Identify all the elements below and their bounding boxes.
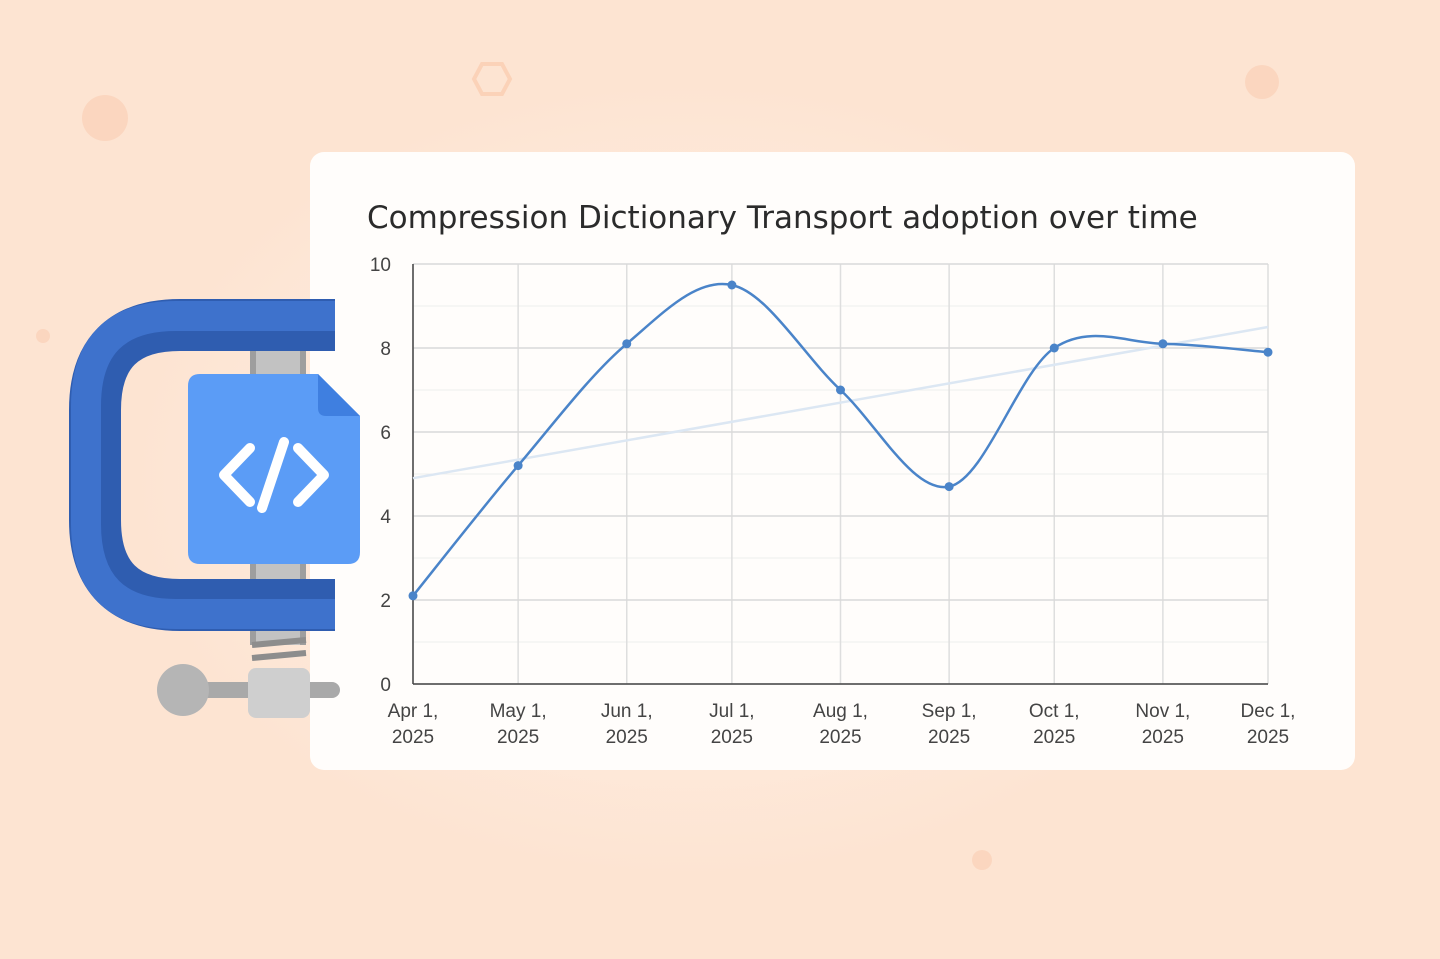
y-tick-label: 10 bbox=[370, 255, 391, 276]
data-point bbox=[513, 461, 523, 471]
code-file-fold bbox=[318, 374, 360, 416]
data-point bbox=[1263, 347, 1273, 357]
decor-dot bbox=[1245, 65, 1279, 99]
data-point bbox=[944, 482, 954, 492]
y-tick-label: 6 bbox=[380, 423, 391, 444]
data-point bbox=[622, 339, 632, 349]
data-point bbox=[836, 385, 845, 395]
x-tick-label: May 1, 2025 bbox=[490, 701, 547, 748]
x-tick-label: Jul 1, 2025 bbox=[709, 701, 754, 748]
decor-dot bbox=[36, 329, 50, 343]
decor-hexagon bbox=[471, 62, 513, 96]
x-tick-label: Nov 1, 2025 bbox=[1135, 701, 1190, 748]
clamp-frame-highlight bbox=[71, 301, 335, 629]
y-tick-label: 8 bbox=[380, 339, 391, 360]
clamp-nut bbox=[248, 668, 310, 718]
y-tick-label: 4 bbox=[380, 507, 391, 528]
x-tick-label: Aug 1, 2025 bbox=[813, 701, 868, 748]
clamp-icon bbox=[69, 299, 360, 718]
chart-title: Compression Dictionary Transport adoptio… bbox=[367, 200, 1198, 236]
decor-dot bbox=[972, 850, 992, 870]
x-tick-label: Oct 1, 2025 bbox=[1029, 701, 1080, 748]
data-point bbox=[1158, 339, 1168, 349]
data-point bbox=[727, 280, 737, 290]
y-tick-label: 2 bbox=[380, 591, 391, 612]
trendline bbox=[412, 325, 1269, 480]
chart-card bbox=[310, 152, 1355, 770]
x-tick-label: Dec 1, 2025 bbox=[1241, 701, 1296, 748]
y-tick-label: 0 bbox=[380, 675, 391, 696]
code-symbol bbox=[219, 437, 329, 513]
data-point bbox=[1049, 343, 1059, 353]
clamp-knob bbox=[157, 664, 209, 716]
clamp-thread bbox=[251, 637, 307, 661]
decor-dot bbox=[82, 95, 128, 141]
plot-area: 0 2 4 6 8 10 Apr 1, 2025 May 1, 2025 Jun 1, 2025 Jul… bbox=[370, 255, 1296, 748]
x-tick-label: Sep 1, 2025 bbox=[922, 701, 977, 748]
x-tick-label: Apr 1, 2025 bbox=[388, 701, 439, 748]
x-tick-label: Jun 1, 2025 bbox=[601, 701, 653, 748]
data-point bbox=[408, 591, 418, 601]
